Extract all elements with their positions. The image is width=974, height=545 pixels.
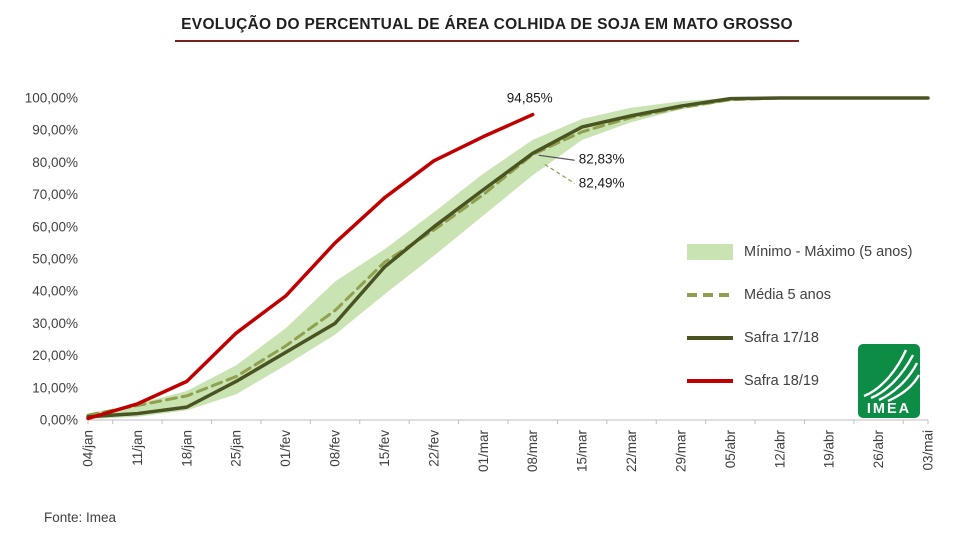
x-tick-label: 01/fev (278, 430, 293, 467)
source-note: Fonte: Imea (44, 510, 117, 525)
x-tick-label: 19/abr (822, 429, 837, 468)
x-tick-label: 03/mai (921, 430, 936, 471)
y-tick-label: 20,00% (32, 348, 78, 363)
y-tick-label: 100,00% (25, 91, 78, 106)
y-tick-label: 80,00% (32, 155, 78, 170)
legend-label-min-max: Mínimo - Máximo (5 anos) (744, 244, 913, 260)
legend: Mínimo - Máximo (5 anos) Média 5 anos Sa… (687, 244, 912, 389)
legend-item-safra-1819: Safra 18/19 (687, 373, 912, 389)
annotation-leader-line (544, 163, 576, 184)
x-tick-label: 22/mar (624, 430, 639, 473)
y-tick-label: 30,00% (32, 316, 78, 331)
band-swatch-icon (687, 244, 733, 260)
dashed-line-swatch-icon (687, 293, 733, 297)
x-tick-label: 08/mar (525, 430, 540, 473)
y-tick-label: 40,00% (32, 284, 78, 299)
x-tick-label: 22/fev (426, 430, 441, 467)
x-tick-label: 05/abr (723, 429, 738, 468)
y-tick-label: 70,00% (32, 187, 78, 202)
y-tick-label: 60,00% (32, 219, 78, 234)
chart-title: EVOLUÇÃO DO PERCENTUAL DE ÁREA COLHIDA D… (175, 16, 799, 42)
legend-item-safra-1718: Safra 17/18 (687, 330, 912, 346)
x-tick-label: 04/jan (81, 430, 96, 467)
data-label: 82,83% (579, 151, 625, 166)
annotation-leader-line (538, 154, 575, 161)
legend-label-media: Média 5 anos (744, 287, 832, 303)
x-tick-label: 15/fev (377, 430, 392, 467)
legend-label-safra-1819: Safra 18/19 (744, 373, 819, 389)
y-tick-label: 10,00% (32, 380, 78, 395)
chart-canvas: 0,00% 10,00% 20,00% 30,00% 40,00% 50,00% 60,00… (25, 91, 936, 473)
x-tick-label: 25/jan (229, 430, 244, 467)
x-tick-label: 11/jan (130, 430, 145, 466)
data-label: 94,85% (507, 91, 553, 106)
legend-item-min-max: Mínimo - Máximo (5 anos) (687, 244, 912, 260)
x-tick-label: 15/mar (575, 430, 590, 473)
x-tick-label: 18/jan (179, 430, 194, 467)
series-line (86, 112, 535, 421)
y-tick-label: 50,00% (32, 252, 78, 267)
dark-line-swatch-icon (687, 336, 733, 340)
legend-item-media: Média 5 anos (687, 287, 912, 303)
imea-logo: IMEA (858, 344, 920, 418)
series-line (86, 96, 930, 419)
chart-header: EVOLUÇÃO DO PERCENTUAL DE ÁREA COLHIDA D… (0, 0, 974, 42)
x-tick-label: 26/abr (871, 429, 886, 468)
y-tick-label: 90,00% (32, 123, 78, 138)
legend-label-safra-1718: Safra 17/18 (744, 330, 819, 346)
svg-text:IMEA: IMEA (867, 401, 911, 417)
x-tick-label: 29/mar (673, 430, 688, 473)
y-tick-label: 0,00% (40, 413, 78, 428)
data-label: 82,49% (579, 175, 625, 190)
red-line-swatch-icon (687, 379, 733, 383)
x-tick-label: 08/fev (328, 430, 343, 467)
imea-logo-icon: IMEA (858, 344, 920, 418)
x-tick-label: 01/mar (476, 430, 491, 473)
x-tick-label: 12/abr (772, 429, 787, 468)
